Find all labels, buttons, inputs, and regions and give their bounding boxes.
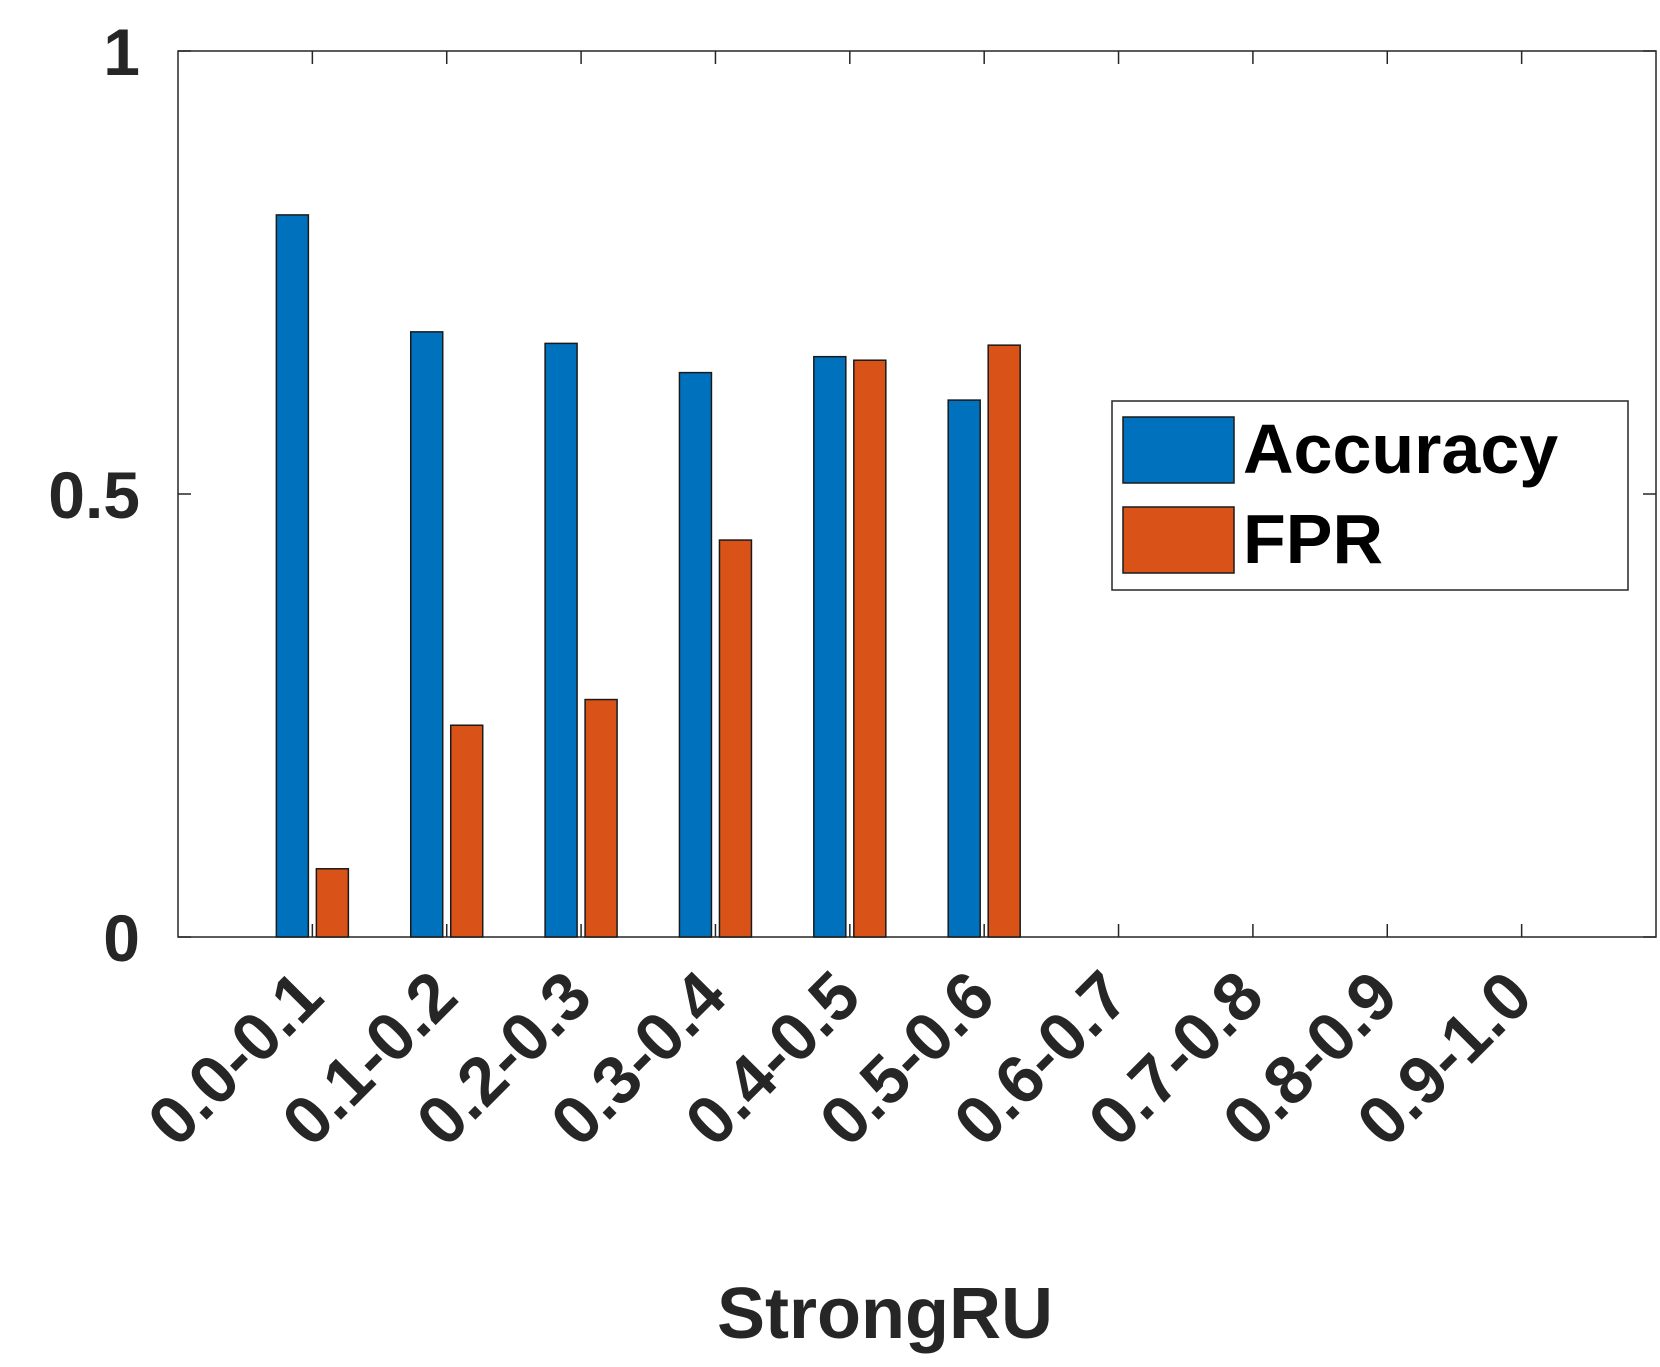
y-tick-label: 0 xyxy=(103,901,140,975)
legend-label-fpr: FPR xyxy=(1243,500,1383,578)
x-axis-title: StrongRU xyxy=(717,1274,1053,1354)
bar-accuracy-0.1-0.2 xyxy=(409,331,444,938)
bar-fpr-0.5-0.6 xyxy=(987,344,1021,938)
bar-accuracy-0.0-0.1 xyxy=(275,214,310,938)
bar-fpr-0.1-0.2 xyxy=(449,724,484,938)
bar-fpr-0.4-0.5 xyxy=(853,359,887,938)
bar-fpr-0.3-0.4 xyxy=(718,539,753,938)
bar-accuracy-0.3-0.4 xyxy=(678,371,713,938)
legend-label-accuracy: Accuracy xyxy=(1243,410,1558,488)
y-tick-label: 0.5 xyxy=(48,458,140,532)
legend-swatch-accuracy xyxy=(1122,416,1235,484)
bar-fpr-0.0-0.1 xyxy=(315,868,350,938)
legend-swatch-fpr xyxy=(1122,506,1235,574)
bars xyxy=(275,214,1021,938)
bar-accuracy-0.4-0.5 xyxy=(813,355,847,938)
bar-accuracy-0.2-0.3 xyxy=(544,342,578,938)
legend: Accuracy FPR xyxy=(1111,400,1629,591)
axis-ticks xyxy=(178,50,1656,938)
y-tick-label: 1 xyxy=(103,15,140,89)
bar-fpr-0.2-0.3 xyxy=(584,698,618,938)
bar-accuracy-0.5-0.6 xyxy=(947,399,981,938)
